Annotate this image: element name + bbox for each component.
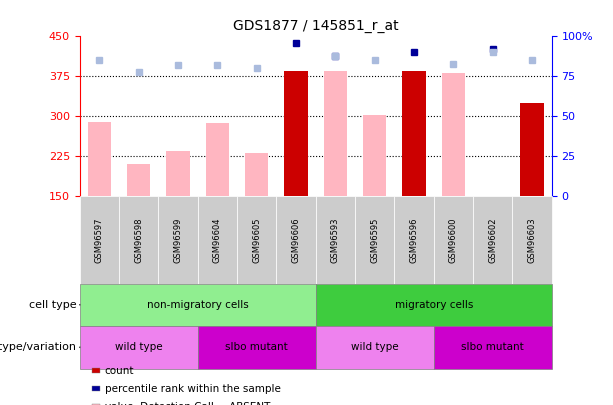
Text: GSM96605: GSM96605 [252,217,261,263]
Text: GSM96597: GSM96597 [95,217,104,263]
Text: wild type: wild type [351,342,398,352]
Text: non-migratory cells: non-migratory cells [147,300,248,310]
Bar [324,71,347,196]
Text: wild type: wild type [115,342,162,352]
Text: GSM96603: GSM96603 [528,217,536,263]
Text: GSM96604: GSM96604 [213,217,222,263]
Bar [402,71,426,196]
Text: value, Detection Call = ABSENT: value, Detection Call = ABSENT [105,402,270,405]
Text: GSM96600: GSM96600 [449,217,458,263]
Text: slbo mutant: slbo mutant [462,342,524,352]
Text: GSM96599: GSM96599 [173,217,183,263]
Text: GSM96606: GSM96606 [292,217,300,263]
Bar [441,73,465,196]
Bar [166,151,190,196]
Text: GSM96593: GSM96593 [331,217,340,263]
Text: genotype/variation: genotype/variation [0,342,77,352]
Bar [88,122,111,196]
Text: migratory cells: migratory cells [395,300,473,310]
Text: percentile rank within the sample: percentile rank within the sample [105,384,281,394]
Text: GSM96602: GSM96602 [488,217,497,263]
Bar [284,71,308,196]
Bar [205,123,229,196]
Bar [127,164,151,196]
Text: GSM96596: GSM96596 [409,217,419,263]
Text: slbo mutant: slbo mutant [226,342,288,352]
Bar [363,115,387,196]
Bar [520,103,544,196]
Text: GSM96595: GSM96595 [370,217,379,263]
Text: cell type: cell type [29,300,77,310]
Text: count: count [105,366,134,375]
Text: GSM96598: GSM96598 [134,217,143,263]
Bar [245,153,268,196]
Title: GDS1877 / 145851_r_at: GDS1877 / 145851_r_at [233,19,398,33]
